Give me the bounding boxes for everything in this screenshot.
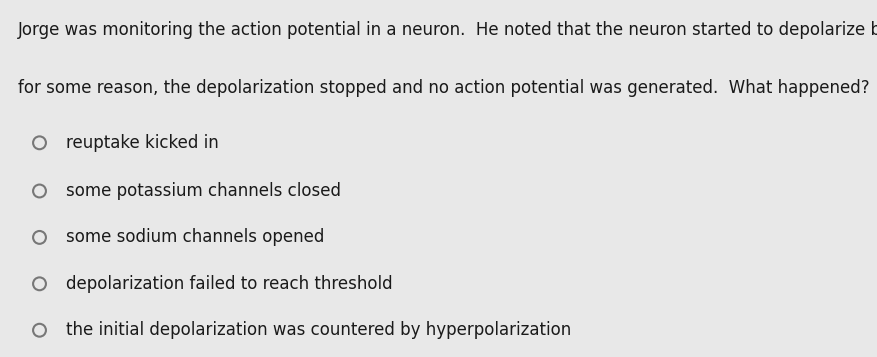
Ellipse shape (33, 231, 46, 244)
Ellipse shape (33, 185, 46, 197)
Text: some sodium channels opened: some sodium channels opened (66, 228, 324, 246)
Text: some potassium channels closed: some potassium channels closed (66, 182, 340, 200)
Text: Jorge was monitoring the action potential in a neuron.  He noted that the neuron: Jorge was monitoring the action potentia… (18, 21, 877, 39)
Ellipse shape (33, 136, 46, 149)
Text: reuptake kicked in: reuptake kicked in (66, 134, 218, 152)
Ellipse shape (33, 324, 46, 337)
Text: the initial depolarization was countered by hyperpolarization: the initial depolarization was countered… (66, 321, 570, 339)
Text: depolarization failed to reach threshold: depolarization failed to reach threshold (66, 275, 392, 293)
Ellipse shape (33, 277, 46, 290)
Text: for some reason, the depolarization stopped and no action potential was generate: for some reason, the depolarization stop… (18, 79, 868, 96)
